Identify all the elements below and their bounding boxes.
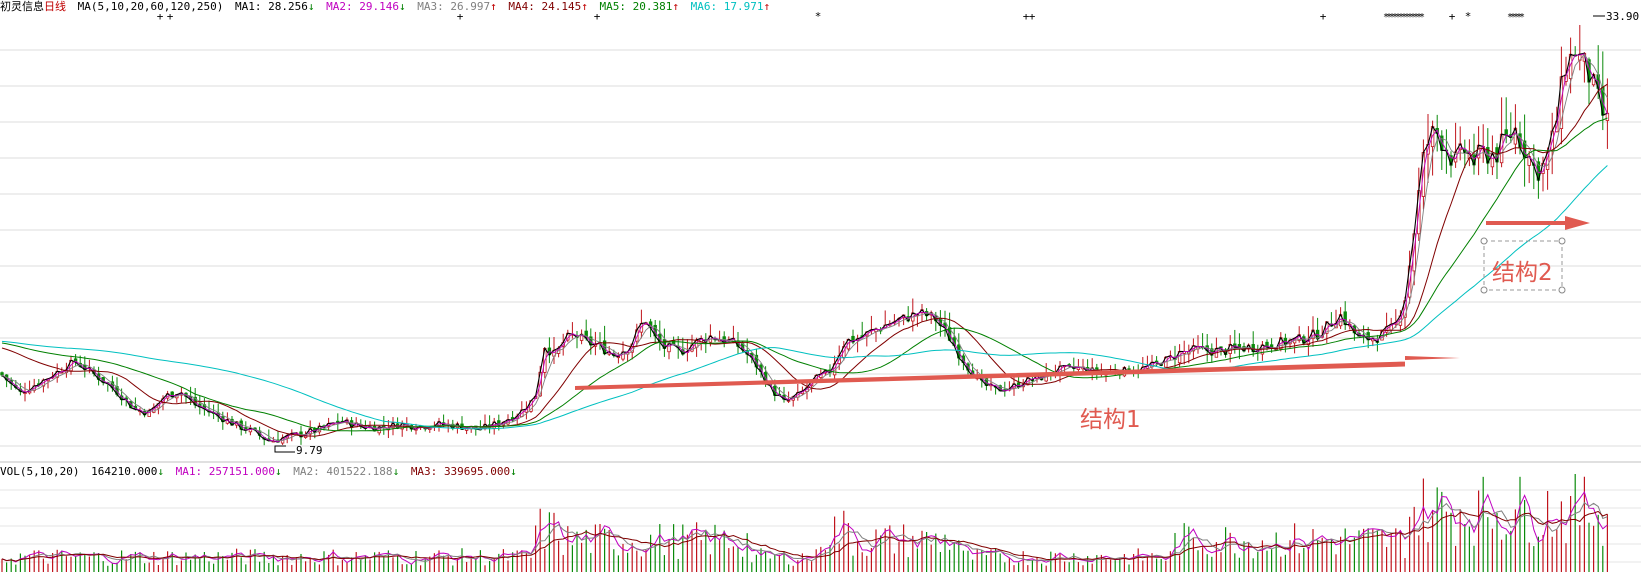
structure1-arrow[interactable]	[575, 356, 1460, 390]
ma6-readout: MA6: 17.971↑	[690, 0, 771, 13]
ma-line-4	[1, 83, 1608, 437]
signal-marker: *	[1410, 12, 1416, 23]
price-grid	[0, 49, 1641, 447]
signal-marker: +	[457, 10, 464, 23]
moving-average-lines	[1, 52, 1608, 443]
signal-marker: *	[1513, 12, 1519, 23]
vol-value-readout: 164210.000↓	[91, 465, 164, 478]
signal-marker: *	[1516, 12, 1522, 23]
ma-line-2	[1, 53, 1608, 442]
signal-marker: *	[1389, 12, 1395, 23]
structure2-selection-box[interactable]	[1483, 240, 1563, 291]
volume-header: VOL(5,10,20) 164210.000↓ MA1: 257151.000…	[0, 465, 522, 478]
ma-params-label: MA(5,10,20,60,120,250)	[77, 0, 224, 13]
ma5-readout: MA5: 20.381↑	[599, 0, 679, 13]
selection-handle[interactable]	[1480, 286, 1488, 294]
volume-ma-line-3	[1, 510, 1608, 562]
signal-marker: *	[1407, 12, 1413, 23]
signal-marker: *	[1401, 12, 1407, 23]
signal-marker: *	[815, 10, 822, 23]
low-pointer	[274, 445, 295, 453]
signal-marker: *	[1465, 10, 1472, 23]
signal-marker: +	[1320, 10, 1327, 23]
vol-ma1-readout: MA1: 257151.000↓	[175, 465, 282, 478]
ma-line-6	[1, 165, 1608, 430]
structure2-arrow[interactable]	[1486, 216, 1590, 230]
stock-name[interactable]: 初灵信息	[0, 0, 44, 13]
drawing-overlay	[0, 15, 1641, 463]
signal-marker: *	[1510, 12, 1516, 23]
signal-marker: *	[1386, 12, 1392, 23]
signal-marker: *	[1404, 12, 1410, 23]
vol-ma2-readout: MA2: 401522.188↓	[293, 465, 400, 478]
high-price-label: 33.90	[1606, 10, 1640, 23]
volume-ma-line-2	[1, 501, 1608, 562]
price-header: 初灵信息日线 MA(5,10,20,60,120,250) MA1: 28.25…	[0, 0, 775, 13]
signal-marker: *	[1519, 12, 1525, 23]
signal-marker: *	[1392, 12, 1398, 23]
vol-params-label: VOL(5,10,20)	[0, 465, 80, 478]
signal-marker: +	[1449, 10, 1456, 23]
signal-marker: *	[1395, 12, 1401, 23]
volume-ma-lines	[1, 490, 1608, 565]
signal-marker: +	[167, 10, 174, 23]
candle-body	[1605, 112, 1610, 121]
signal-marker: *	[1419, 12, 1425, 23]
signal-marker: +	[157, 10, 164, 23]
signal-marker: *	[1416, 12, 1422, 23]
ma-line-5	[1, 117, 1608, 432]
signal-marker: *	[1413, 12, 1419, 23]
ma-line-1	[1, 52, 1608, 443]
structure1-label[interactable]: 结构1	[1080, 407, 1141, 433]
volume-ma-line-1	[1, 490, 1608, 565]
signal-marker: +	[1029, 10, 1036, 23]
ma-line-3	[1, 53, 1608, 442]
ma1-readout: MA1: 28.256↓	[234, 0, 315, 13]
period-label[interactable]: 日线	[44, 0, 66, 13]
volume-bars	[1, 474, 1609, 572]
ma4-readout: MA4: 24.145↑	[508, 0, 588, 13]
ma3-readout: MA3: 26.997↑	[417, 0, 497, 13]
selection-handle[interactable]	[1558, 237, 1566, 245]
candle-body	[0, 372, 4, 376]
signal-markers: + + + + * + + + + ************** *****	[157, 10, 1525, 23]
structure2-label[interactable]: 结构2	[1492, 260, 1553, 286]
signal-marker: *	[1507, 12, 1513, 23]
low-price-label: 9.79	[296, 444, 323, 457]
selection-handle[interactable]	[1480, 237, 1488, 245]
ma2-readout: MA2: 29.146↓	[326, 0, 406, 13]
vol-ma3-readout: MA3: 339695.000↓	[410, 465, 517, 478]
signal-marker: +	[1023, 10, 1030, 23]
signal-marker: *	[1398, 12, 1404, 23]
signal-marker: *	[1383, 12, 1389, 23]
signal-marker: +	[594, 10, 601, 23]
selection-handle[interactable]	[1558, 286, 1566, 294]
